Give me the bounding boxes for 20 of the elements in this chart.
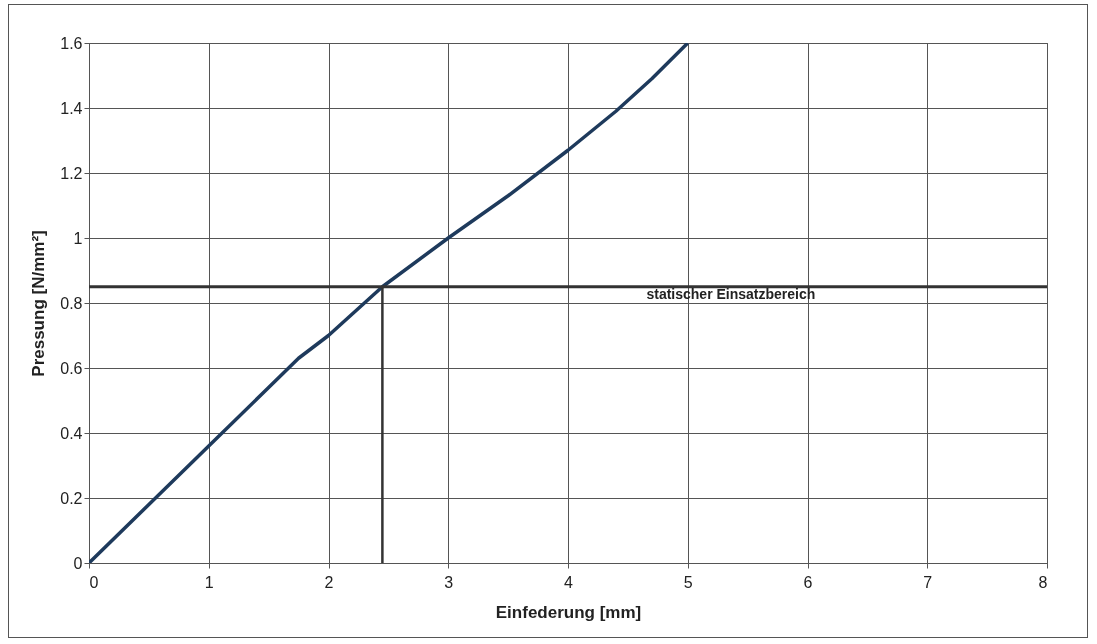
y-axis-title: Pressung [N/mm²] bbox=[29, 230, 49, 377]
x-tick-label: 6 bbox=[803, 573, 813, 591]
x-tick-label: 4 bbox=[564, 573, 574, 591]
y-tick-label: 1 bbox=[73, 229, 83, 247]
y-tick-label: 1.6 bbox=[60, 34, 83, 52]
x-tick-label: 7 bbox=[923, 573, 933, 591]
x-axis-title: Einfederung [mm] bbox=[495, 602, 642, 622]
x-tick-label: 3 bbox=[444, 573, 454, 591]
y-tick-label: 0.4 bbox=[60, 424, 83, 442]
x-tick-label: 2 bbox=[324, 573, 334, 591]
x-tick-label: 1 bbox=[204, 573, 214, 591]
x-tick-label: 5 bbox=[683, 573, 693, 591]
y-tick-label: 0.2 bbox=[60, 489, 83, 507]
y-tick-label: 0.8 bbox=[60, 294, 83, 312]
x-tick-label: 8 bbox=[1038, 573, 1048, 591]
y-tick-label: 0 bbox=[73, 554, 83, 572]
y-tick-label: 1.2 bbox=[60, 164, 83, 182]
y-tick-label: 1.4 bbox=[60, 99, 83, 117]
x-tick-label: 0 bbox=[89, 573, 99, 591]
y-tick-label: 0.6 bbox=[60, 359, 83, 377]
